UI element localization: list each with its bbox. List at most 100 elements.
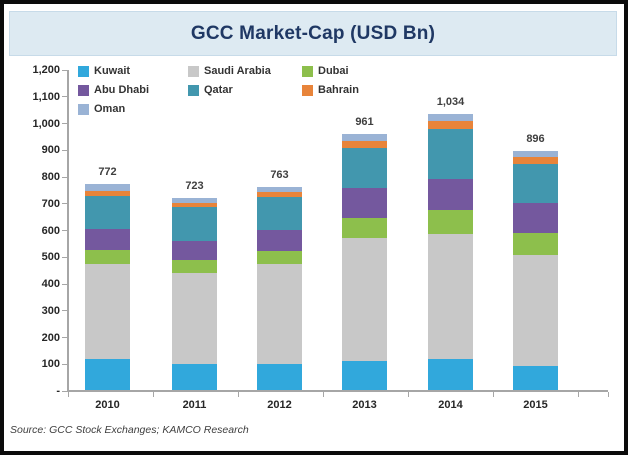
legend-item-abu-dhabi: Abu Dhabi <box>78 84 188 96</box>
legend-swatch-icon <box>188 65 199 77</box>
bar-segment-qatar <box>172 207 217 241</box>
bar-segment-qatar <box>513 163 558 204</box>
y-axis-label: 800 <box>41 171 60 183</box>
y-axis-tick <box>62 363 68 365</box>
x-axis-tick <box>493 392 494 397</box>
bar-segment-abu-dhabi <box>342 187 387 219</box>
y-axis-label: 1,100 <box>32 90 60 103</box>
y-axis-label: 400 <box>41 278 60 290</box>
legend-label: Kuwait <box>94 65 131 77</box>
bar-segment-dubai <box>513 232 558 255</box>
bar-segment-kuwait <box>428 359 473 391</box>
x-axis-tick <box>68 392 69 397</box>
x-axis-label: 2011 <box>182 399 207 411</box>
source-note: Source: GCC Stock Exchanges; KAMCO Resea… <box>10 424 249 436</box>
legend-label: Abu Dhabi <box>94 84 149 96</box>
y-axis-tick <box>62 123 68 124</box>
bar-total-label: 1,034 <box>436 96 465 109</box>
bar-segment-saudi-arabia <box>85 264 130 359</box>
legend-item-dubai: Dubai <box>302 65 422 77</box>
bar-segment-bahrain <box>342 140 387 148</box>
bar-total-label: 896 <box>526 133 545 146</box>
legend-swatch-icon <box>78 84 89 96</box>
bar-segment-oman <box>428 114 473 122</box>
x-axis-tick <box>408 392 409 397</box>
bar-segment-dubai <box>172 260 217 274</box>
bar-segment-abu-dhabi <box>85 229 130 250</box>
x-axis-tick <box>578 392 579 397</box>
bar-total-label: 723 <box>185 179 204 192</box>
legend-label: Qatar <box>204 84 233 96</box>
bar-total-label: 763 <box>270 168 289 181</box>
bar-segment-saudi-arabia <box>513 254 558 366</box>
y-axis-label: 600 <box>41 224 60 237</box>
x-axis-line <box>68 390 608 392</box>
bar-segment-kuwait <box>172 363 217 391</box>
bar-segment-qatar <box>428 129 473 179</box>
y-axis-tick <box>62 230 68 231</box>
legend-swatch-icon <box>302 65 313 77</box>
bar-segment-oman <box>342 133 387 141</box>
bar-segment-dubai <box>257 250 302 265</box>
legend-label: Oman <box>94 103 126 115</box>
y-axis-label: 100 <box>41 358 60 371</box>
bar-segment-saudi-arabia <box>428 233 473 360</box>
y-axis-tick <box>62 390 68 392</box>
legend-swatch-icon <box>188 84 199 96</box>
x-axis-tick <box>323 392 324 397</box>
legend-swatch-icon <box>78 103 89 115</box>
y-axis-tick <box>62 337 68 338</box>
bar-total-label: 961 <box>355 115 374 128</box>
x-axis-label: 2014 <box>438 399 463 411</box>
bar-segment-kuwait <box>342 361 387 391</box>
y-axis-tick <box>62 149 68 151</box>
y-axis-label: 200 <box>41 331 60 344</box>
bar-segment-bahrain <box>85 190 130 196</box>
bar-segment-qatar <box>85 195 130 230</box>
legend-item-oman: Oman <box>78 103 188 115</box>
x-axis-label: 2012 <box>267 399 292 411</box>
y-axis-tick <box>62 256 68 258</box>
x-axis-tick <box>608 392 609 397</box>
y-axis-tick <box>62 283 68 285</box>
y-axis-label: 500 <box>41 251 60 264</box>
y-axis-tick <box>62 96 68 98</box>
chart-title: GCC Market-Cap (USD Bn) <box>190 22 436 44</box>
y-axis-tick <box>62 69 68 71</box>
bar-segment-oman <box>257 186 302 193</box>
bar-segment-abu-dhabi <box>257 230 302 251</box>
bar-segment-qatar <box>342 147 387 188</box>
legend-label: Dubai <box>318 65 349 77</box>
bar-segment-bahrain <box>257 192 302 197</box>
bar-segment-dubai <box>342 218 387 238</box>
bar-segment-saudi-arabia <box>257 264 302 364</box>
bar-segment-bahrain <box>172 202 217 208</box>
bar-segment-kuwait <box>513 365 558 391</box>
bar-segment-oman <box>172 197 217 203</box>
bar-segment-qatar <box>257 196 302 231</box>
bar-segment-dubai <box>428 209 473 234</box>
legend-item-bahrain: Bahrain <box>302 84 422 96</box>
bar-segment-abu-dhabi <box>513 203 558 233</box>
y-axis-line <box>67 70 69 391</box>
bar-segment-abu-dhabi <box>428 178 473 210</box>
x-axis-tick <box>153 392 154 397</box>
bar-segment-bahrain <box>513 156 558 164</box>
bar-segment-saudi-arabia <box>172 273 217 364</box>
bar-segment-kuwait <box>85 358 130 391</box>
chart-title-band: GCC Market-Cap (USD Bn) <box>9 11 617 56</box>
y-axis-label: 700 <box>41 197 60 210</box>
y-axis-label: 900 <box>41 144 60 157</box>
bar-segment-bahrain <box>428 121 473 130</box>
x-axis-label: 2013 <box>352 399 377 411</box>
legend-item-qatar: Qatar <box>188 84 302 96</box>
y-axis-label: - <box>56 385 60 397</box>
bar-segment-abu-dhabi <box>172 240 217 261</box>
y-axis-label: 1,200 <box>32 64 60 76</box>
y-axis-label: 1,000 <box>32 117 60 130</box>
legend-label: Bahrain <box>318 84 359 96</box>
legend-item-saudi-arabia: Saudi Arabia <box>188 65 302 77</box>
y-axis-tick <box>62 203 68 205</box>
x-axis-label: 2010 <box>95 399 120 411</box>
